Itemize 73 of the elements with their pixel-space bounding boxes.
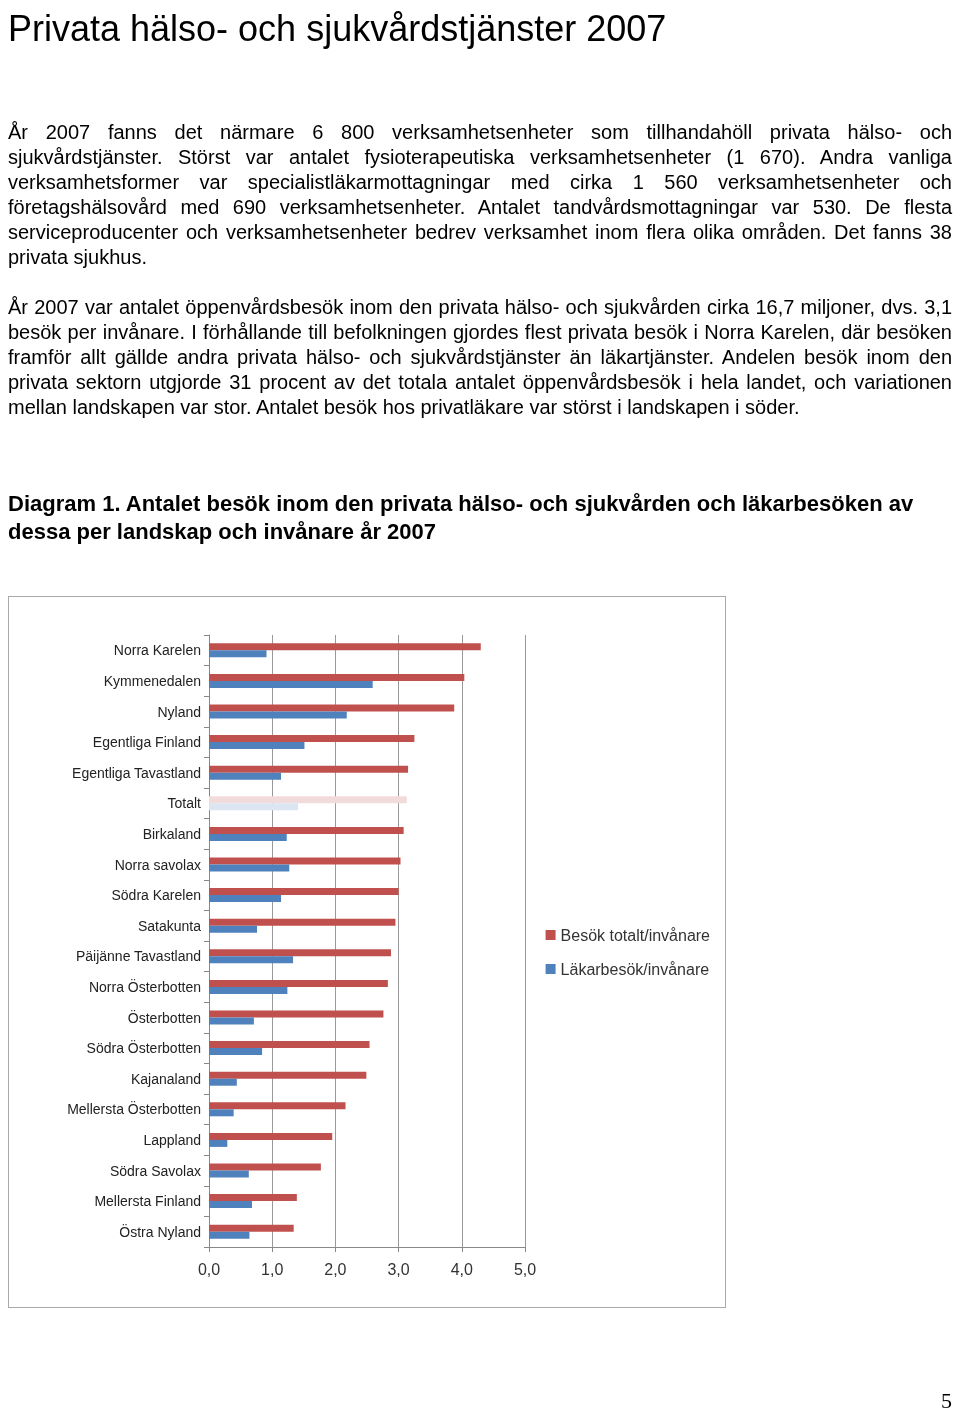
bar [209,1163,321,1171]
y-tick-label: Kymmenedalen [103,672,201,689]
bar [209,979,388,987]
bar [209,1132,333,1140]
bar [209,949,392,957]
bar [209,833,287,841]
bar [209,772,282,780]
y-tick-label: Norra Österbotten [88,977,201,995]
y-tick-label: Egentliga Tavastland [72,764,201,781]
y-tick-label: Södra Österbotten [86,1039,201,1057]
bar [209,918,396,926]
x-tick-label: 5,0 [513,1260,537,1278]
y-tick-label: Egentliga Finland [92,734,201,751]
bar [209,925,258,933]
bar [209,1078,237,1086]
bar [209,1071,367,1079]
bar [209,680,373,688]
text: År 2007 fanns det närmare 6 800 verksamhetsenheter som tillhandahöll privata hälso- och sjukvårdstjänster. Störst var antalet fysioterapeutiska verksamhetsenheter (1 670). Andra vanliga verksamhetsformer var specialistläkarmottagningar med cirka 1 560 verksamhetsenheter och företagshälsovård med 690 verksamhetsenheter. Antalet tandvårdsmottagningar var 530. De flesta serviceproducenter och verksamhetsenheter bedrev verksamhet inom flera olika områden. Det fanns 38 privata sjukhus. [8,120,952,270]
x-tick-label: 0,0 [197,1260,221,1278]
chart-subtitle: Diagram 1. Antalet besök inom den privata hälso- och sjukvården och läkarbesöken av dessa per landskap och invånare år 2007 [8,490,915,546]
x-tick-label: 3,0 [387,1260,410,1278]
bar [209,643,481,651]
bar [209,956,294,964]
x-tick-label: 2,0 [324,1260,347,1278]
y-tick-label: Kajanaland [130,1070,201,1087]
bar [209,803,299,811]
bar [209,1139,228,1147]
legend-label: Besök totalt/invånare [560,926,711,944]
bar [209,1102,346,1110]
y-tick-label: Mellersta Österbotten [67,1100,201,1118]
y-tick-label: Östra Nyland [119,1222,201,1240]
bar [209,711,347,719]
y-tick-label: Birkaland [142,825,201,842]
bar [209,826,404,834]
bar [209,888,399,896]
bar [209,1010,384,1018]
y-tick-label: Totalt [167,795,202,812]
bar [209,857,401,865]
bar [209,742,305,750]
chart-title: Privata hälso- och sjukvårdstjänster 2007 [8,8,668,50]
bar [209,1041,370,1049]
y-tick-label: Päijänne Tavastland [75,948,201,965]
y-tick-label: Österbotten [127,1008,201,1026]
x-tick-label: 1,0 [261,1260,284,1278]
y-tick-label: Nyland [157,703,201,720]
text: År 2007 var antalet öppenvårdsbesök inom den privata hälso- och sjukvården cirka 16,7 miljoner, dvs. 3,1 besök per invånare. I förhållande till befolkningen gjordes flest privata besök i Norra Karelen, där besöken framför allt gällde andra privata hälso- och sjukvårdstjänster än läkartjänster. Andelen besök inom den privata sektorn utgjorde 31 procent av det totala antalet öppenvårdsbesök i hela landet, och variationen mellan landskapen var stor. Antalet besök hos privatläkare var störst i landskapen i söder. [8,295,952,420]
bar [209,1194,297,1202]
bar [209,895,282,903]
bar [209,704,455,712]
x-tick-label: 4,0 [450,1260,474,1278]
bar [209,1170,249,1178]
bar [209,735,415,743]
y-tick-label: Södra Savolax [109,1162,201,1179]
y-tick-label: Lappland [143,1131,201,1148]
text: 5 [941,1388,952,1414]
y-tick-label: Mellersta Finland [94,1193,201,1210]
bar [209,986,288,994]
bar [209,1231,250,1239]
bar [209,765,409,773]
bar [209,864,290,872]
bar [209,673,465,681]
bar [209,650,267,658]
legend-label: Läkarbesök/invånare [560,960,710,978]
y-tick-label: Norra Karelen [113,642,201,659]
y-tick-label: Södra Karelen [111,887,201,904]
bar [209,1048,263,1056]
y-tick-label: Satakunta [137,917,202,934]
bar [209,1201,252,1209]
bar [209,1017,254,1025]
bar [209,796,407,804]
y-tick-label: Norra savolax [114,856,201,873]
bar [209,1224,294,1232]
bar [209,1109,234,1117]
